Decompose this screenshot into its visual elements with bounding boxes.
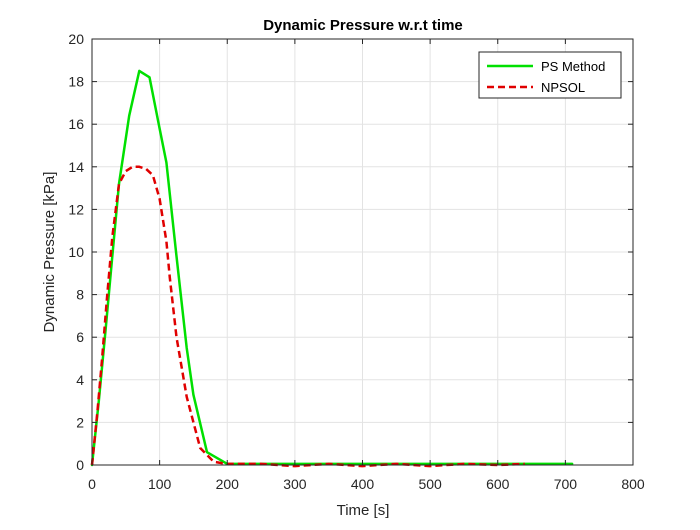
y-tick-label: 2 <box>76 414 84 430</box>
x-tick-label: 0 <box>88 476 96 492</box>
legend: PS Method NPSOL <box>478 51 622 99</box>
grid <box>91 38 634 466</box>
y-tick-label: 20 <box>68 31 84 47</box>
chart-title: Dynamic Pressure w.r.t time <box>263 17 463 34</box>
y-tick-label: 16 <box>68 116 84 132</box>
series-line-npsol <box>90 165 525 468</box>
x-tick-label: 500 <box>418 476 442 492</box>
y-axis-label: Dynamic Pressure [kPa] <box>41 172 58 333</box>
x-tick-label: 800 <box>621 476 645 492</box>
x-axis-label: Time [s] <box>337 502 390 519</box>
x-tick-label: 300 <box>283 476 307 492</box>
x-tick-label: 200 <box>216 476 240 492</box>
x-tick-label: 100 <box>148 476 172 492</box>
y-tick-label: 8 <box>76 287 84 303</box>
series-layer <box>90 69 574 468</box>
y-tick-label: 6 <box>76 329 84 345</box>
y-tick-label: 10 <box>68 244 84 260</box>
x-tick-label: 700 <box>554 476 578 492</box>
x-tick-label: 400 <box>351 476 375 492</box>
y-tick-label: 0 <box>76 457 84 473</box>
ticks: 0 100 200 300 400 500 600 700 800 0 2 4 6 8 10 12 14 16 18… <box>68 31 644 492</box>
y-tick-label: 14 <box>68 159 84 175</box>
y-tick-label: 12 <box>68 201 84 217</box>
legend-label-npsol: NPSOL <box>541 80 585 95</box>
y-tick-label: 18 <box>68 74 84 90</box>
y-tick-label: 4 <box>76 372 84 388</box>
legend-label-ps-method: PS Method <box>541 59 605 74</box>
x-tick-label: 600 <box>486 476 510 492</box>
legend-box <box>478 51 622 99</box>
